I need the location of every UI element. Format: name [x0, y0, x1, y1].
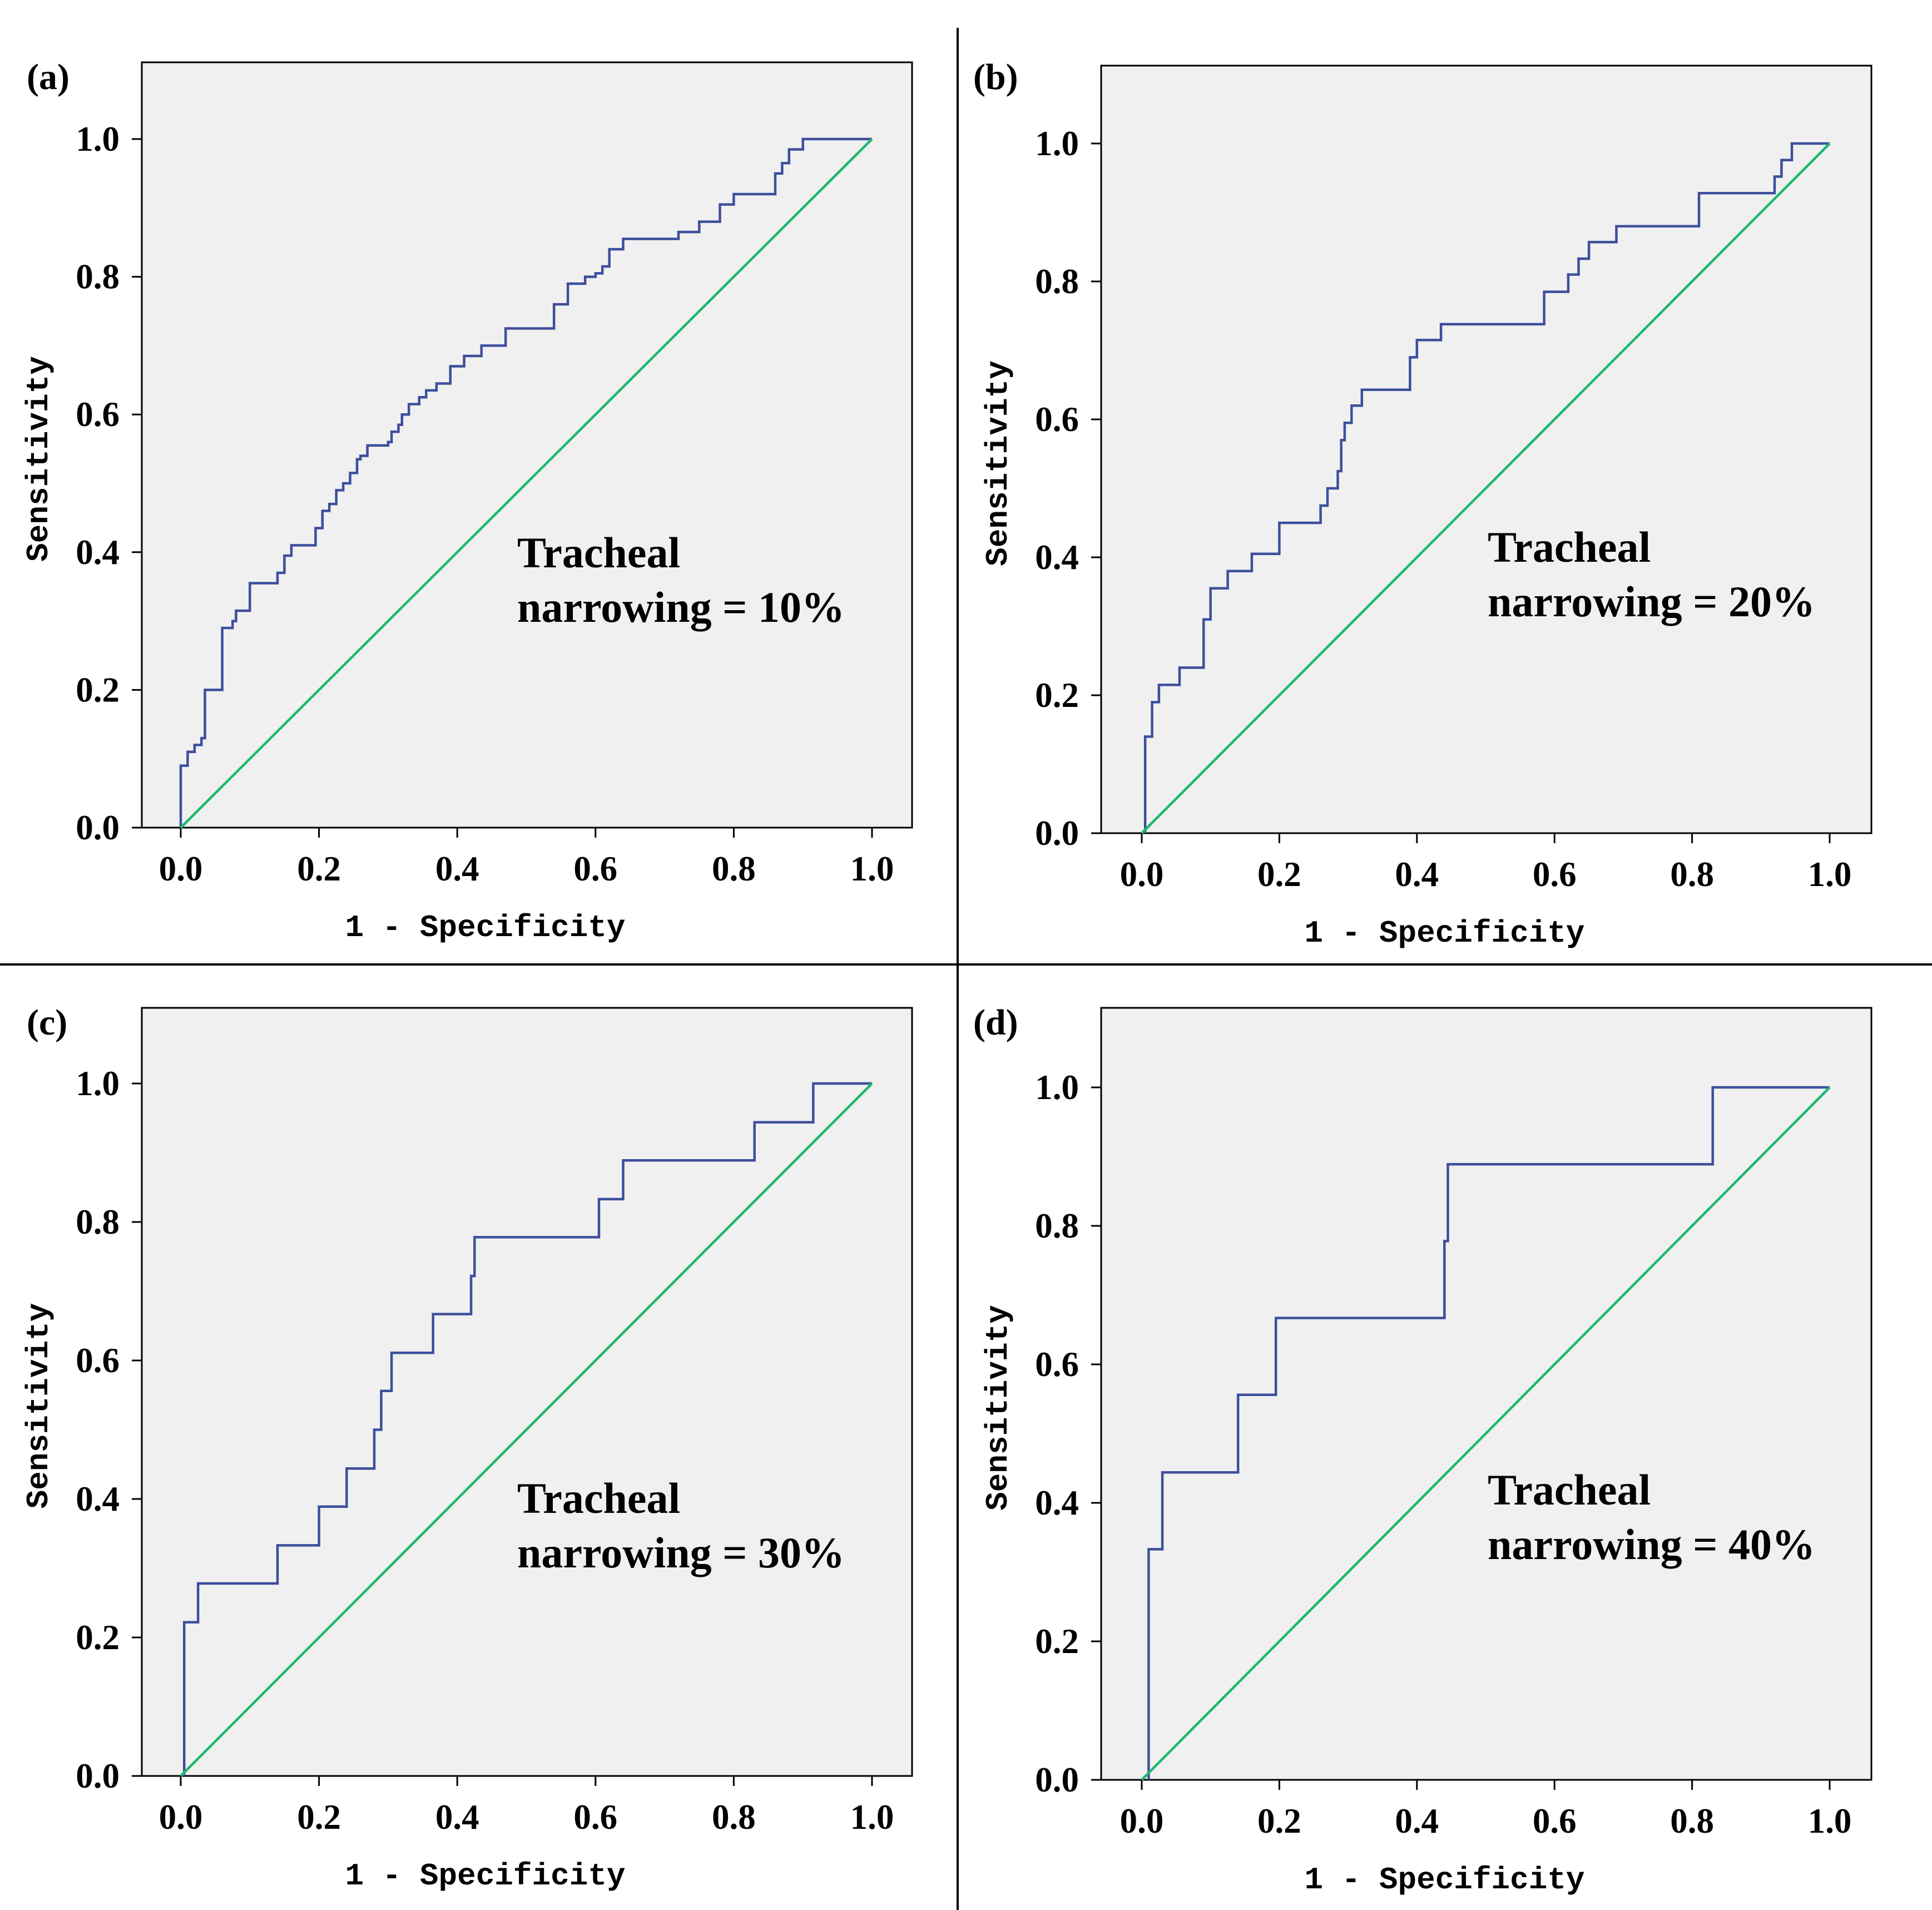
x-axis-title: 1 - Specificity — [345, 1858, 625, 1894]
annotation-line-2: narrowing = 30% — [517, 1528, 845, 1577]
x-tick-label: 0.6 — [573, 849, 617, 888]
roc-panel-3: (c) 0.0 0.2 0.4 0.6 0.8 1.0 0.0 0.2 0.4 0.6 0.8 1.0 1… — [21, 1002, 913, 1894]
annotation-line-2: narrowing = 20% — [1488, 577, 1815, 626]
x-tick-label: 0.2 — [1257, 1802, 1301, 1840]
x-tick-label: 0.0 — [159, 849, 203, 888]
reference-line — [1141, 142, 1831, 834]
y-tick-label: 1.0 — [1035, 124, 1079, 163]
roc-panel-4: (d) 0.0 0.2 0.4 0.6 0.8 1.0 0.0 0.2 0.4 0.6 0.8 1.0 1… — [973, 1002, 1872, 1898]
x-tick-label: 0.2 — [297, 1798, 341, 1837]
x-tick-label: 0.6 — [573, 1798, 617, 1837]
annotation-line-1: Tracheal — [517, 528, 680, 577]
panel-label: (b) — [973, 57, 1018, 97]
x-axis-title: 1 - Specificity — [1304, 1862, 1584, 1898]
y-tick-label: 0.6 — [76, 395, 120, 434]
panel-label: (a) — [27, 57, 70, 97]
y-tick-label: 0.6 — [1035, 1345, 1079, 1384]
y-tick-label: 0.6 — [1035, 400, 1079, 439]
reference-line — [180, 138, 873, 829]
roc-curve-line — [1147, 1086, 1830, 1780]
y-tick-label: 0.0 — [1035, 1760, 1079, 1799]
y-axis-title: Sensitivity — [21, 1303, 57, 1509]
x-axis-title: 1 - Specificity — [345, 910, 625, 946]
y-tick-label: 0.2 — [76, 670, 120, 709]
annotation-line-2: narrowing = 10% — [517, 583, 845, 631]
plot-area — [1100, 1007, 1872, 1781]
y-tick-label: 0.6 — [76, 1341, 120, 1380]
y-axis-title: Sensitivity — [980, 1305, 1016, 1511]
y-tick-label: 1.0 — [76, 1064, 120, 1103]
y-tick-label: 1.0 — [1035, 1068, 1079, 1107]
x-tick-label: 0.4 — [435, 849, 479, 888]
panel-label: (c) — [27, 1002, 67, 1043]
y-axis-title: Sensitivity — [21, 356, 57, 562]
y-tick-label: 0.2 — [1035, 676, 1079, 715]
roc-curve-line — [182, 1082, 872, 1776]
x-tick-label: 0.8 — [712, 849, 756, 888]
annotation-line-2: narrowing = 40% — [1488, 1520, 1815, 1568]
annotation-line-1: Tracheal — [517, 1474, 680, 1522]
x-tick-label: 0.8 — [1670, 1802, 1714, 1840]
y-tick-label: 0.4 — [76, 533, 120, 572]
x-tick-label: 0.8 — [1670, 855, 1714, 894]
x-tick-label: 0.0 — [1120, 855, 1164, 894]
x-tick-label: 1.0 — [850, 849, 894, 888]
x-tick-label: 0.4 — [435, 1798, 479, 1837]
reference-line — [1141, 1086, 1831, 1781]
y-tick-label: 0.8 — [76, 1203, 120, 1241]
reference-line — [180, 1082, 873, 1777]
y-tick-label: 0.0 — [76, 1756, 120, 1795]
annotation-line-1: Tracheal — [1488, 523, 1651, 571]
x-tick-label: 0.8 — [712, 1798, 756, 1837]
roc-panel-2: (b) 0.0 0.2 0.4 0.6 0.8 1.0 0.0 0.2 0.4 0.6 0.8 1.0 1… — [973, 57, 1872, 951]
y-tick-label: 0.8 — [76, 258, 120, 296]
y-tick-label: 0.0 — [1035, 814, 1079, 853]
y-tick-label: 0.8 — [1035, 1206, 1079, 1245]
y-axis-title: Sensitivity — [980, 360, 1016, 566]
x-tick-label: 0.2 — [297, 849, 341, 888]
x-tick-label: 0.0 — [1120, 1802, 1164, 1840]
x-tick-label: 0.0 — [159, 1798, 203, 1837]
x-tick-label: 0.6 — [1533, 1802, 1577, 1840]
x-tick-label: 1.0 — [1808, 1802, 1852, 1840]
y-tick-label: 0.4 — [76, 1479, 120, 1518]
x-tick-label: 0.2 — [1257, 855, 1301, 894]
y-tick-label: 0.8 — [1035, 262, 1079, 301]
y-tick-label: 1.0 — [76, 120, 120, 159]
plot-area — [141, 61, 913, 829]
y-tick-label: 0.4 — [1035, 1483, 1079, 1522]
y-tick-label: 0.0 — [76, 808, 120, 847]
roc-curve-line — [1143, 142, 1830, 833]
y-tick-label: 0.2 — [1035, 1622, 1079, 1661]
x-tick-label: 1.0 — [1808, 855, 1852, 894]
y-tick-label: 0.2 — [76, 1618, 120, 1657]
plot-area — [1100, 65, 1872, 834]
roc-panel-1: (a) 0.0 0.2 0.4 0.6 0.8 1.0 0.0 0.2 0.4 0.6 0.8 1.0 1… — [21, 57, 913, 946]
x-axis-title: 1 - Specificity — [1304, 916, 1584, 951]
plot-area — [141, 1007, 913, 1777]
panel-label: (d) — [973, 1002, 1018, 1043]
x-tick-label: 0.4 — [1395, 1802, 1439, 1840]
annotation-line-1: Tracheal — [1488, 1466, 1651, 1514]
x-tick-label: 1.0 — [850, 1798, 894, 1837]
x-tick-label: 0.4 — [1395, 855, 1439, 894]
roc-curve-line — [179, 137, 872, 828]
y-tick-label: 0.4 — [1035, 538, 1079, 577]
x-tick-label: 0.6 — [1533, 855, 1577, 894]
